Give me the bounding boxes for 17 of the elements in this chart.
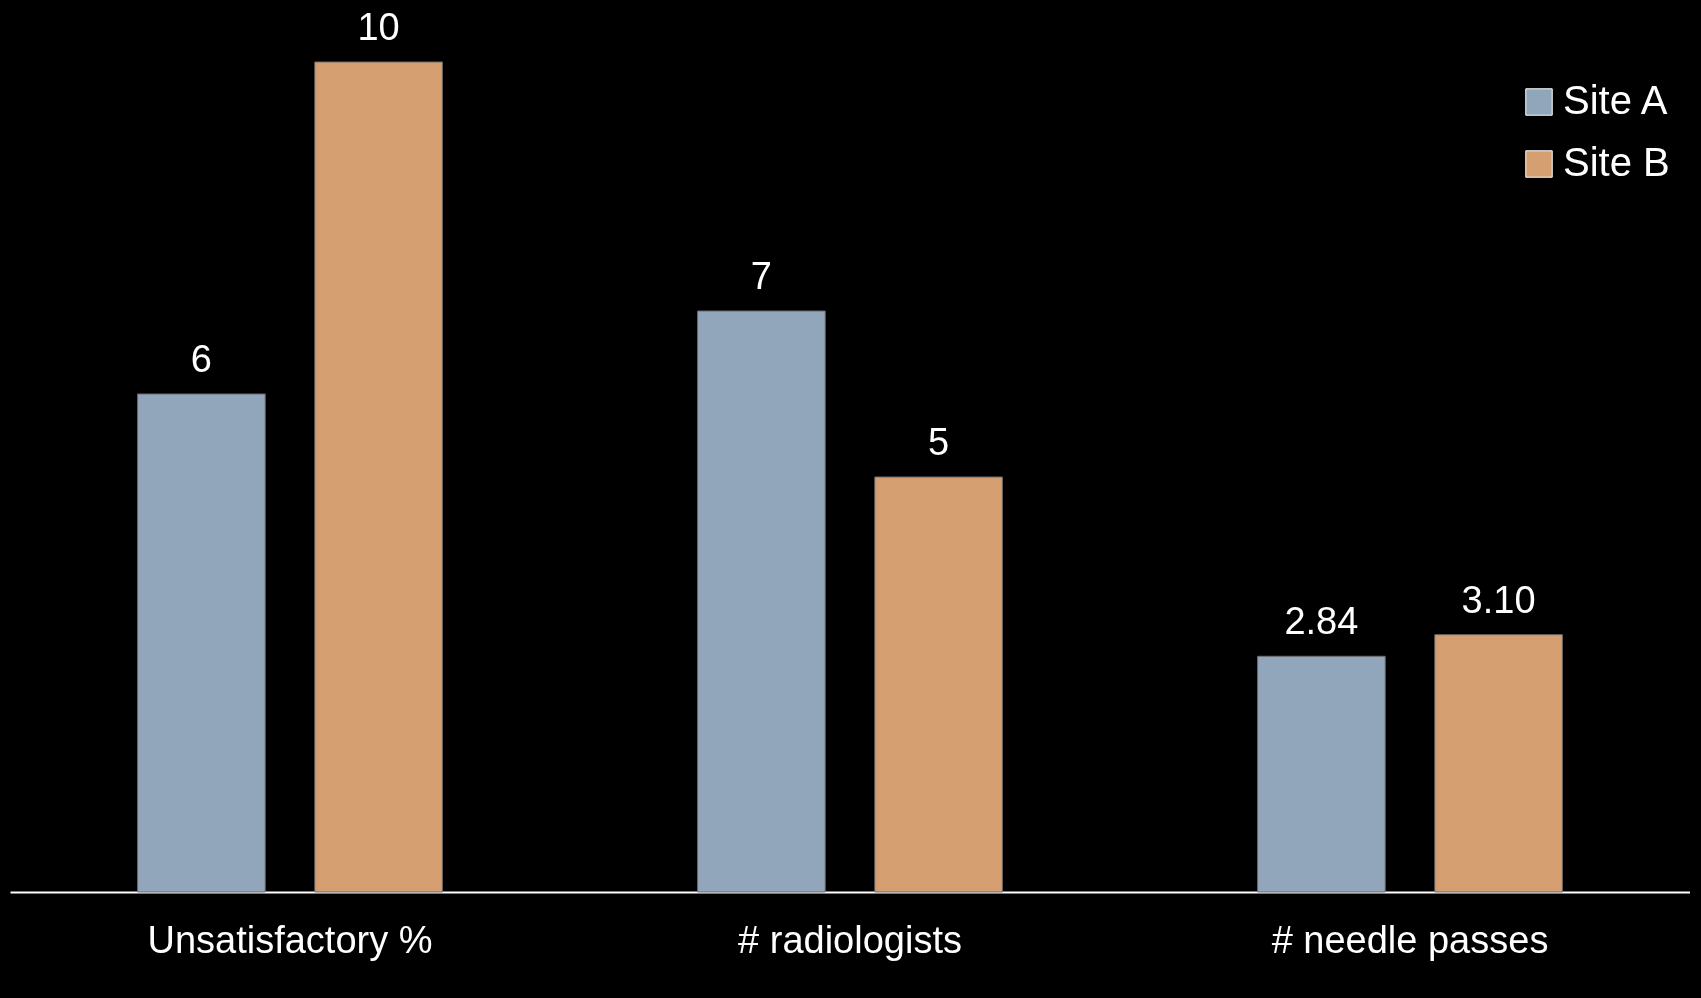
data-label: 6 — [190, 338, 212, 380]
data-label: 7 — [750, 255, 772, 297]
bar — [697, 310, 826, 893]
data-label: 3.10 — [1461, 578, 1536, 621]
x-tick-label: # needle passes — [1271, 918, 1549, 961]
bar — [137, 393, 266, 893]
bar — [1257, 655, 1386, 893]
legend-label: Site A — [1563, 78, 1668, 122]
legend-label: Site B — [1563, 140, 1670, 184]
bar — [1434, 634, 1563, 893]
x-tick-label: # radiologists — [738, 918, 962, 961]
bar — [874, 476, 1003, 893]
data-label: 5 — [928, 421, 950, 463]
bar — [314, 61, 443, 893]
x-tick-label: Unsatisfactory % — [147, 918, 433, 961]
data-label: 2.84 — [1284, 600, 1359, 643]
data-label: 10 — [357, 6, 400, 48]
